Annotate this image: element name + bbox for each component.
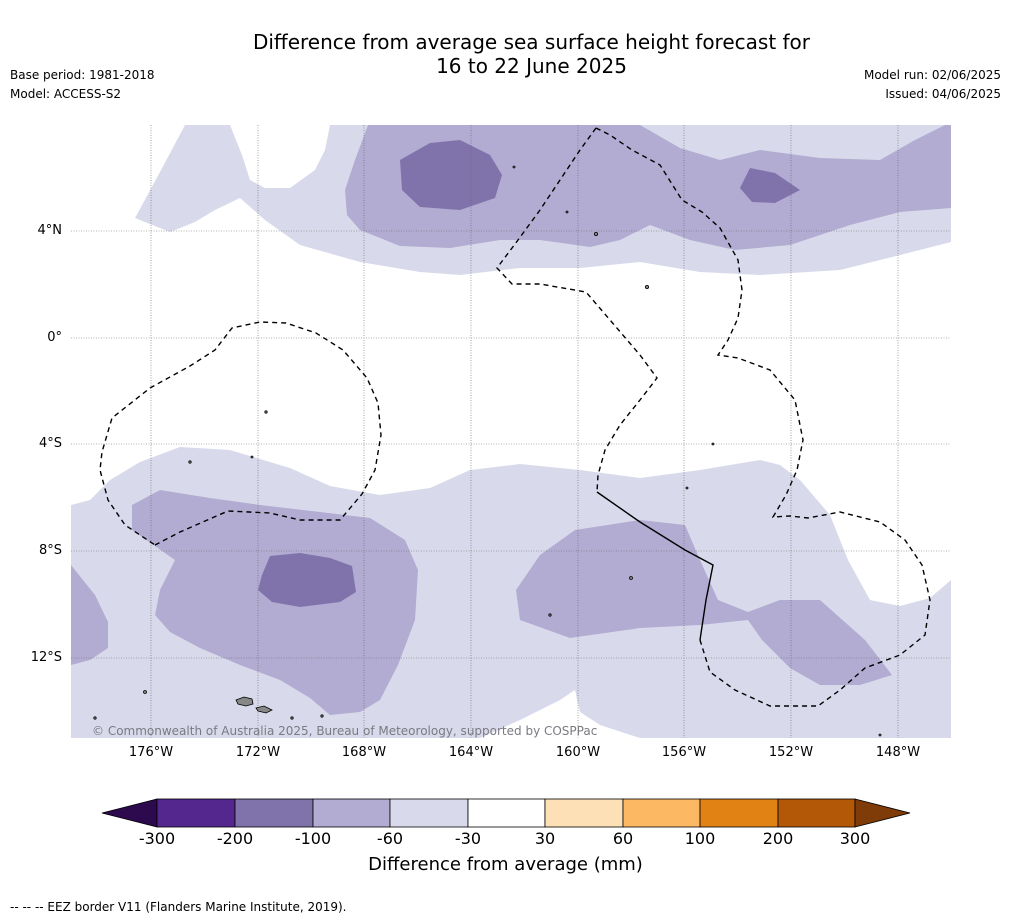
colorbar-label: -30 xyxy=(454,829,482,848)
southern-anomaly-core xyxy=(258,553,356,607)
colorbar-label: 60 xyxy=(612,829,634,848)
colorbar-label: 200 xyxy=(762,829,794,848)
lon-tick-152w: 152°W xyxy=(768,745,814,760)
island-samoa-west xyxy=(235,696,254,707)
lon-tick-160w: 160°W xyxy=(555,745,601,760)
colorbar-label: 30 xyxy=(534,829,556,848)
lat-tick-0: 0° xyxy=(47,330,62,345)
colorbar-label: -60 xyxy=(376,829,404,848)
eez-border-solid-segment xyxy=(596,491,714,641)
contour-fill-layer xyxy=(71,125,951,738)
northern-anomaly-band-mid xyxy=(345,125,951,250)
colorbar-extension-low xyxy=(101,798,158,828)
colorbar-bin xyxy=(156,798,236,828)
map-gridlines xyxy=(71,125,951,738)
meta-left: Base period: 1981-2018 Model: ACCESS-S2 xyxy=(10,66,155,104)
colorbar xyxy=(101,798,911,828)
colorbar-title: Difference from average (mm) xyxy=(368,854,643,875)
colorbar-bin xyxy=(389,798,469,828)
eez-border-kiribati-line xyxy=(595,127,931,707)
colorbar-bin xyxy=(622,798,701,828)
colorbar-label: 300 xyxy=(839,829,871,848)
northern-anomaly-core-east xyxy=(740,168,800,203)
title-line-1: Difference from average sea surface heig… xyxy=(252,30,811,54)
southern-anomaly-band-mid-east xyxy=(516,520,892,685)
copyright-notice: © Commonwealth of Australia 2025, Bureau… xyxy=(92,724,598,738)
issued-date: Issued: 04/06/2025 xyxy=(885,87,1001,101)
colorbar-label: 100 xyxy=(684,829,716,848)
island-samoa-east xyxy=(255,705,273,714)
lon-tick-176w: 176°W xyxy=(128,745,174,760)
lon-tick-172w: 172°W xyxy=(235,745,281,760)
islands xyxy=(93,165,882,737)
meta-right: Model run: 02/06/2025 Issued: 04/06/2025 xyxy=(864,66,1001,104)
map-title: Difference from average sea surface heig… xyxy=(0,30,1011,78)
title-line-2: 16 to 22 June 2025 xyxy=(436,54,627,78)
model-name: Model: ACCESS-S2 xyxy=(10,87,122,101)
colorbar-bin xyxy=(544,798,624,828)
lon-tick-164w: 164°W xyxy=(448,745,494,760)
lat-tick-4n: 4°N xyxy=(37,223,63,238)
colorbar-label: -300 xyxy=(138,829,176,848)
colorbar-bin xyxy=(234,798,314,828)
lat-tick-12s: 12°S xyxy=(30,650,62,665)
eez-borders xyxy=(99,127,931,707)
southern-anomaly-band-mid-far-west xyxy=(71,565,108,665)
lon-tick-148w: 148°W xyxy=(875,745,921,760)
lat-tick-8s: 8°S xyxy=(38,543,62,558)
eez-footnote: -- -- -- EEZ border V11 (Flanders Marine… xyxy=(10,900,347,914)
colorbar-label: -200 xyxy=(216,829,254,848)
base-period: Base period: 1981-2018 xyxy=(10,68,155,82)
eez-border-tokelau xyxy=(99,321,382,546)
lon-tick-168w: 168°W xyxy=(341,745,387,760)
model-run: Model run: 02/06/2025 xyxy=(863,68,1001,82)
colorbar-bin xyxy=(777,798,856,828)
lon-tick-156w: 156°W xyxy=(661,745,707,760)
colorbar-extension-high xyxy=(854,798,911,828)
colorbar-bin xyxy=(699,798,779,828)
colorbar-label: -100 xyxy=(294,829,332,848)
colorbar-bin xyxy=(312,798,391,828)
northern-anomaly-core-west xyxy=(400,140,502,210)
colorbar-bin xyxy=(467,798,546,828)
lat-tick-4s: 4°S xyxy=(38,436,62,451)
